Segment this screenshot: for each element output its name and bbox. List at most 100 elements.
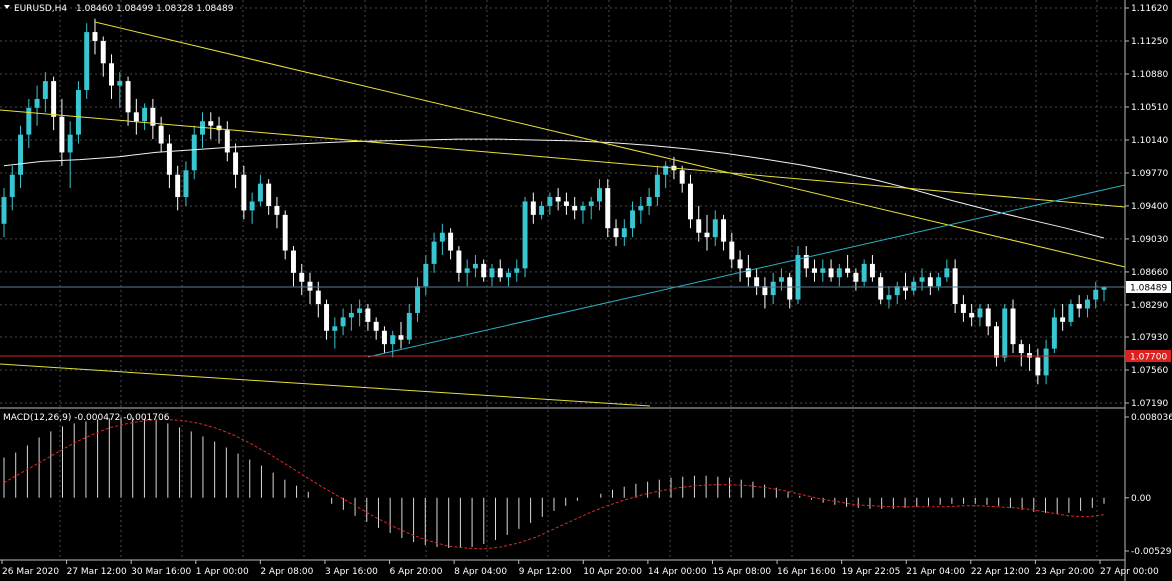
candle xyxy=(117,72,123,108)
candle xyxy=(911,277,917,296)
candle xyxy=(944,259,950,282)
macd-signal-line xyxy=(3,418,1105,550)
candle-body xyxy=(9,174,15,198)
candle xyxy=(150,98,156,140)
candle xyxy=(340,308,346,336)
candle-body xyxy=(927,277,933,287)
candle xyxy=(936,272,942,291)
candle-body xyxy=(18,134,24,175)
candle xyxy=(26,98,32,148)
candle xyxy=(324,299,330,340)
candle xyxy=(597,179,602,211)
time-tick-label: 16 Apr 16:00 xyxy=(777,567,836,577)
candle xyxy=(489,263,495,287)
ohlc-values: 1.08460 1.08499 1.08328 1.08489 xyxy=(76,4,234,14)
candle xyxy=(687,174,693,229)
candle xyxy=(257,174,263,206)
candle-body xyxy=(646,197,652,206)
candlestick-series[interactable] xyxy=(1,18,1107,385)
candle-body xyxy=(729,241,735,260)
time-tick-label: 23 Apr 20:00 xyxy=(1035,567,1094,577)
candle-body xyxy=(506,272,511,278)
candle xyxy=(621,219,627,247)
price-tick-label: 1.10510 xyxy=(1131,103,1168,113)
candle-body xyxy=(241,174,247,211)
candle-body xyxy=(911,281,917,291)
candle-body xyxy=(1035,357,1041,376)
candle-body xyxy=(605,188,611,229)
candle-body xyxy=(166,143,172,175)
macd-label: MACD(12,26,9) -0.000472 -0.001706 xyxy=(3,413,170,423)
candle-body xyxy=(522,201,528,269)
candle xyxy=(762,277,768,309)
candle-body xyxy=(406,312,412,340)
ascending-trendline[interactable] xyxy=(367,184,1126,358)
candle-body xyxy=(853,272,859,282)
candle xyxy=(307,272,313,305)
price-axis: 1.11620 1.11250 1.10880 1.10510 1.10140 1.097… xyxy=(1125,4,1168,409)
candle xyxy=(1010,299,1016,354)
candle-body xyxy=(233,152,239,175)
candle-body xyxy=(373,321,379,331)
candle-body xyxy=(836,268,842,278)
candle xyxy=(381,326,387,354)
candle xyxy=(100,36,106,77)
candle xyxy=(406,304,412,345)
candle xyxy=(175,165,181,211)
price-tick-label: 1.09400 xyxy=(1131,202,1168,212)
candle-body xyxy=(133,112,139,122)
dropdown-triangle-icon[interactable] xyxy=(4,5,10,9)
candle-body xyxy=(390,335,396,345)
candle xyxy=(472,254,478,278)
candle xyxy=(1027,344,1033,371)
price-tick-label: 1.07190 xyxy=(1131,399,1168,409)
candle xyxy=(530,192,536,224)
time-tick-label: 10 Apr 20:00 xyxy=(583,567,642,577)
candle-body xyxy=(952,268,958,305)
candle-body xyxy=(803,254,809,269)
candle-body xyxy=(994,326,999,358)
candle xyxy=(704,214,710,251)
candle-body xyxy=(960,304,966,313)
trendline-upper[interactable] xyxy=(94,21,1126,268)
candle-body xyxy=(282,214,288,251)
moving-average-line xyxy=(3,138,1105,239)
candle-body xyxy=(903,286,908,291)
candle xyxy=(506,268,511,287)
candle xyxy=(1002,304,1008,362)
candle-body xyxy=(539,205,545,215)
macd-pane xyxy=(3,417,1105,550)
candle-body xyxy=(1,197,7,224)
candle-body xyxy=(547,197,553,206)
candle-body xyxy=(754,277,760,287)
candle xyxy=(638,197,644,224)
candle-body xyxy=(84,32,90,91)
candle xyxy=(952,259,958,313)
candle xyxy=(266,179,272,215)
candle xyxy=(828,259,834,282)
candle-body xyxy=(125,81,131,113)
time-tick-label: 3 Apr 16:00 xyxy=(325,567,378,577)
candle-body xyxy=(597,188,602,202)
trendline-lower[interactable] xyxy=(0,363,651,407)
candle xyxy=(390,330,396,358)
price-tick-label: 1.07560 xyxy=(1131,366,1168,376)
candle xyxy=(737,250,743,282)
candle xyxy=(142,103,148,131)
candle xyxy=(497,259,503,282)
candle-body xyxy=(630,210,636,229)
candle xyxy=(927,272,933,296)
candle-body xyxy=(563,201,569,206)
candle xyxy=(812,259,818,282)
candle xyxy=(861,259,867,287)
candle-body xyxy=(1068,304,1074,322)
candle-body xyxy=(183,170,189,198)
candle xyxy=(770,272,776,305)
candle xyxy=(886,286,892,309)
candle xyxy=(960,295,966,322)
candle xyxy=(539,201,545,220)
candle-body xyxy=(514,268,520,273)
trendline-middle[interactable] xyxy=(0,109,1126,208)
